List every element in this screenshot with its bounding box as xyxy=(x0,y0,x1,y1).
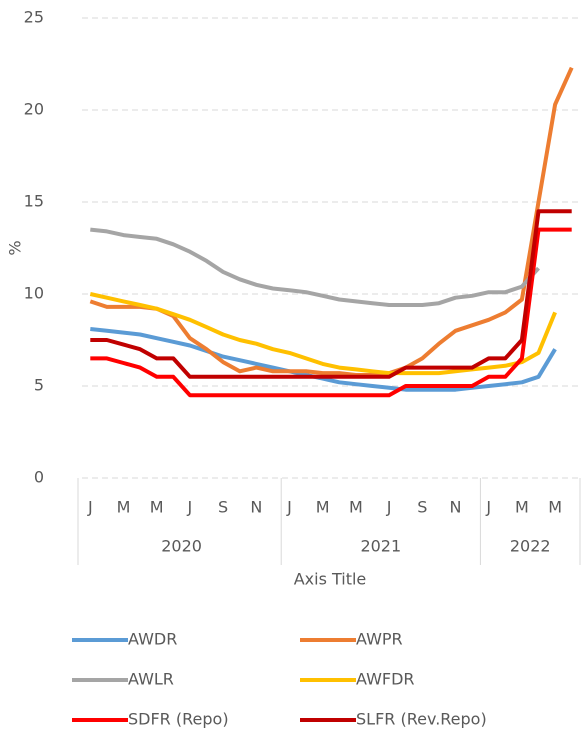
x-tick-label: S xyxy=(417,498,427,517)
group-label: 2022 xyxy=(510,537,551,556)
legend-label: AWLR xyxy=(128,670,174,689)
y-axis-title: % xyxy=(6,240,25,255)
x-tick-label: J xyxy=(87,498,93,517)
x-tick-label: S xyxy=(218,498,228,517)
group-label: 2021 xyxy=(360,537,401,556)
x-tick-label: N xyxy=(450,498,462,517)
x-tick-label: M xyxy=(515,498,529,517)
y-tick-label: 20 xyxy=(24,100,44,119)
x-axis-title: Axis Title xyxy=(294,570,367,589)
series-line xyxy=(90,227,572,398)
x-tick-label: J xyxy=(286,498,292,517)
y-tick-label: 25 xyxy=(24,8,44,27)
x-tick-label: J xyxy=(386,498,392,517)
x-tick-label: M xyxy=(150,498,164,517)
series-line xyxy=(90,227,540,307)
legend-label: AWDR xyxy=(128,630,177,649)
legend-label: AWPR xyxy=(356,630,403,649)
y-tick-label: 5 xyxy=(34,376,44,395)
y-tick-label: 0 xyxy=(34,468,44,487)
x-tick-label: N xyxy=(250,498,262,517)
y-tick-label: 15 xyxy=(24,192,44,211)
y-tick-label: 10 xyxy=(24,284,44,303)
x-tick-label: M xyxy=(316,498,330,517)
legend-label: SLFR (Rev.Repo) xyxy=(356,710,487,729)
series-line xyxy=(89,66,574,377)
x-tick-label: M xyxy=(349,498,363,517)
legend-label: SDFR (Repo) xyxy=(128,710,229,729)
x-tick-label: M xyxy=(117,498,131,517)
group-label: 2020 xyxy=(161,537,202,556)
x-tick-label: J xyxy=(485,498,491,517)
series-line xyxy=(89,292,557,376)
x-tick-label: J xyxy=(187,498,193,517)
series-line xyxy=(90,209,572,379)
legend-label: AWFDR xyxy=(356,670,415,689)
x-tick-label: M xyxy=(548,498,562,517)
